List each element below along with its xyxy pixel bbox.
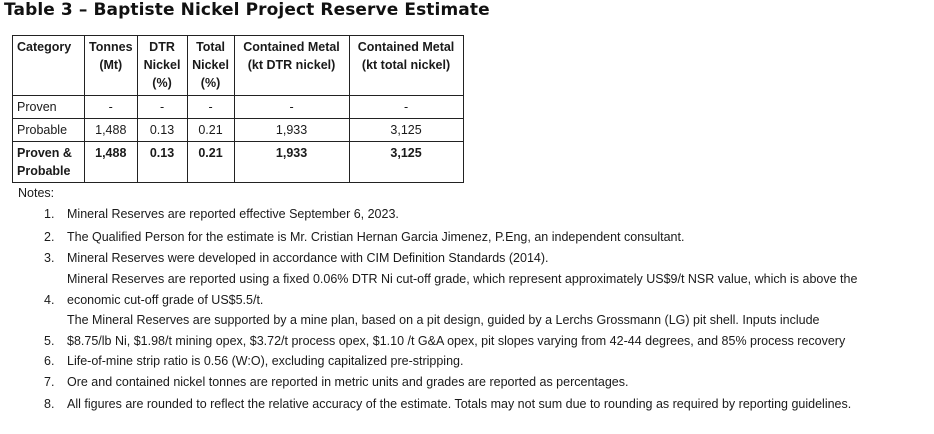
note-text: Life-of-mine strip ratio is 0.56 (W:O), … — [67, 354, 464, 368]
table-cell: - — [186, 95, 235, 119]
note-number: 7. — [44, 375, 55, 389]
note-text: Mineral Reserves are reported using a fi… — [67, 272, 858, 286]
table-cell: 1,933 — [233, 141, 350, 183]
table-cell: Proven — [12, 95, 85, 119]
table-cell: 0.21 — [186, 141, 235, 183]
table-cell: 0.13 — [136, 118, 188, 142]
reserve-table: Category Tonnes (Mt) DTR Nickel (%) Tota… — [12, 35, 464, 183]
table-cell: 1,933 — [233, 118, 350, 142]
notes-label: Notes: — [18, 186, 55, 200]
note-number: 3. — [44, 251, 55, 265]
table-cell: 0.21 — [186, 118, 235, 142]
table-cell: - — [233, 95, 350, 119]
table-row-probable: Probable 1,488 0.13 0.21 1,933 3,125 — [12, 118, 464, 142]
note-number: 4. — [44, 293, 55, 307]
table-cell: - — [136, 95, 188, 119]
note-text: The Mineral Reserves are supported by a … — [67, 313, 820, 327]
table-cell: Probable — [12, 118, 85, 142]
table-cell: - — [84, 95, 138, 119]
note-number: 8. — [44, 397, 55, 411]
note-number: 2. — [44, 230, 55, 244]
table-header-row: Category Tonnes (Mt) DTR Nickel (%) Tota… — [12, 35, 464, 96]
table-cell: 0.13 — [136, 141, 188, 183]
header-tonnes: Tonnes (Mt) — [84, 35, 138, 96]
table-cell: 1,488 — [84, 141, 138, 183]
note-text: All figures are rounded to reflect the r… — [67, 397, 852, 411]
note-text: Mineral Reserves are reported effective … — [67, 207, 399, 221]
note-text: Ore and contained nickel tonnes are repo… — [67, 375, 629, 389]
table-row-total: Proven & Probable 1,488 0.13 0.21 1,933 … — [12, 141, 464, 183]
table-row-proven: Proven - - - - - — [12, 95, 464, 119]
header-dtr-nickel: DTR Nickel (%) — [136, 35, 188, 96]
note-text: economic cut-off grade of US$5.5/t. — [67, 293, 264, 307]
note-text: Mineral Reserves were developed in accor… — [67, 251, 549, 265]
header-category: Category — [12, 35, 85, 96]
note-number: 1. — [44, 207, 55, 221]
table-cell: 1,488 — [84, 118, 138, 142]
note-number: 5. — [44, 334, 55, 348]
note-number: 6. — [44, 354, 55, 368]
table-title: Table 3 – Baptiste Nickel Project Reserv… — [4, 0, 490, 20]
table-cell: 3,125 — [348, 118, 464, 142]
table-cell: Proven & Probable — [12, 141, 85, 183]
table-cell: - — [348, 95, 464, 119]
header-total-nickel: Total Nickel (%) — [186, 35, 235, 96]
note-text: $8.75/lb Ni, $1.98/t mining opex, $3.72/… — [67, 334, 846, 348]
header-contained-dtr: Contained Metal (kt DTR nickel) — [233, 35, 350, 96]
table-cell: 3,125 — [348, 141, 464, 183]
note-text: The Qualified Person for the estimate is… — [67, 230, 685, 244]
header-contained-total: Contained Metal (kt total nickel) — [348, 35, 464, 96]
